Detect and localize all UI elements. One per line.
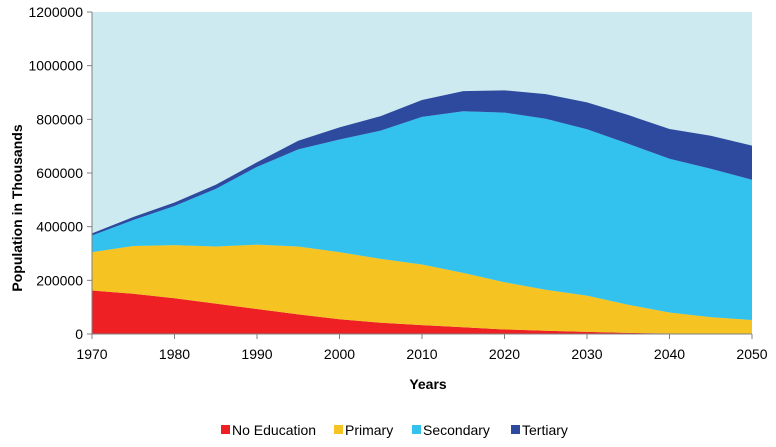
area-no-education xyxy=(92,290,752,334)
y-tick-label: 1000000 xyxy=(28,58,83,74)
legend: No Education Primary Secondary Tertiary xyxy=(221,422,568,438)
y-axis-title: Population in Thousands xyxy=(9,124,25,291)
y-tick-label: 1200000 xyxy=(28,4,83,20)
area-tertiary xyxy=(92,90,752,236)
y-tick-label: 200000 xyxy=(36,272,83,288)
area-secondary xyxy=(92,111,752,321)
y-tick-label: 600000 xyxy=(36,165,83,181)
x-tick-label: 1990 xyxy=(241,346,272,362)
legend-swatch-secondary xyxy=(412,425,421,434)
legend-swatch-no-education xyxy=(221,425,230,434)
x-tick-label: 1980 xyxy=(159,346,190,362)
legend-swatch-tertiary xyxy=(511,425,520,434)
x-axis-title: Years xyxy=(409,376,447,392)
x-tick-label: 2050 xyxy=(736,346,767,362)
y-tick-label: 0 xyxy=(75,326,83,342)
y-tick-label: 400000 xyxy=(36,219,83,235)
x-axis-ticks: 1970 1980 1990 2000 2010 2020 2030 2040 2050 xyxy=(76,334,768,362)
legend-label-tertiary: Tertiary xyxy=(522,422,568,438)
x-tick-label: 2030 xyxy=(571,346,602,362)
area-primary xyxy=(92,244,752,334)
legend-label-secondary: Secondary xyxy=(423,422,490,438)
area-series-group xyxy=(92,90,752,334)
legend-label-primary: Primary xyxy=(345,422,393,438)
x-tick-label: 2020 xyxy=(489,346,520,362)
y-axis-ticks: 0 200000 400000 600000 800000 1000000 1200000 xyxy=(28,4,92,342)
legend-swatch-primary xyxy=(334,425,343,434)
x-tick-label: 2000 xyxy=(324,346,355,362)
y-tick-label: 800000 xyxy=(36,111,83,127)
x-tick-label: 2010 xyxy=(406,346,437,362)
x-tick-label: 2040 xyxy=(654,346,685,362)
legend-label-no-education: No Education xyxy=(232,422,316,438)
x-tick-label: 1970 xyxy=(76,346,107,362)
